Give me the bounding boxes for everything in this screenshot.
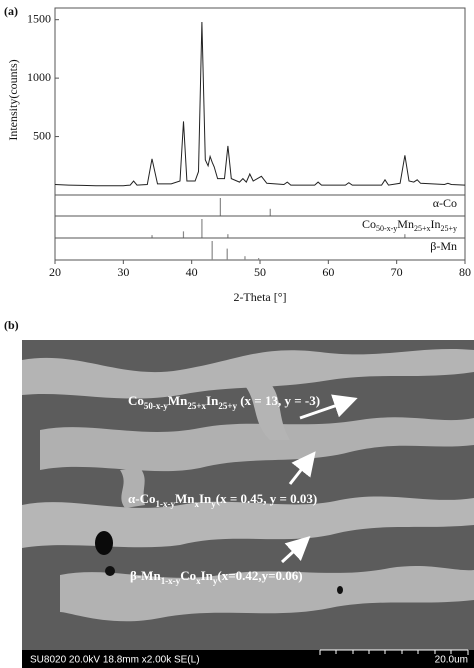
- text-segment: Mn: [397, 217, 414, 231]
- panel-label: (b): [4, 318, 19, 332]
- sem-annotation: Co50-x-yMn25+xIn25+y (x = 13, y = -3): [128, 393, 320, 411]
- text-segment: 25+y: [218, 401, 237, 411]
- text-segment: In: [430, 217, 440, 231]
- sem-annotation: α-Co1-x-yMnxIny(x = 0.45, y = 0.03): [128, 491, 317, 509]
- x-axis-label: 2-Theta [°]: [233, 290, 286, 304]
- reference-strip: [54, 237, 466, 261]
- text-segment: x: [196, 576, 201, 586]
- reference-name: Co50-x-yMn25+xIn25+y: [362, 217, 457, 234]
- text-segment: In: [199, 491, 212, 506]
- y-tick-label: 1000: [27, 70, 51, 84]
- text-segment: (x = 13, y = -3): [237, 393, 320, 408]
- text-segment: α-Co: [128, 491, 155, 506]
- reference-name: β-Mn: [430, 239, 457, 253]
- y-axis-label: Intensity(counts): [6, 59, 20, 140]
- sem-annotation: β-Mn1-x-yCoxIny(x=0.42,y=0.06): [130, 568, 303, 586]
- text-segment: y: [213, 576, 218, 586]
- text-segment: 50-x-y: [376, 224, 397, 233]
- text-segment: Co: [180, 568, 196, 583]
- x-tick-label: 50: [254, 265, 266, 279]
- text-segment: 50-x-y: [144, 401, 168, 411]
- text-segment: (x=0.42,y=0.06): [217, 568, 302, 583]
- text-segment: (x = 0.45, y = 0.03): [216, 491, 317, 506]
- text-segment: β-Mn: [130, 568, 161, 583]
- reference-name: α-Co: [433, 196, 457, 210]
- text-segment: Mn: [168, 393, 188, 408]
- sem-footer: SU8020 20.0kV 18.8mm x2.00k SE(L): [30, 655, 200, 666]
- reference-strip: [54, 194, 466, 217]
- plot-frame: [54, 7, 466, 196]
- text-segment: Mn: [175, 491, 195, 506]
- x-tick-label: 20: [49, 265, 61, 279]
- y-tick-label: 1500: [27, 11, 51, 25]
- x-tick-label: 40: [186, 265, 198, 279]
- sem-image: [22, 340, 474, 668]
- text-segment: In: [201, 568, 214, 583]
- text-segment: 25+x: [187, 401, 206, 411]
- text-segment: x: [194, 499, 199, 509]
- x-tick-label: 70: [391, 265, 403, 279]
- scale-label: 20.0um: [435, 655, 468, 666]
- text-segment: β-Mn: [430, 239, 457, 253]
- panel-label: (a): [4, 4, 18, 18]
- x-tick-label: 80: [459, 265, 471, 279]
- text-segment: 1-x-y: [161, 576, 181, 586]
- text-segment: 25+y: [440, 224, 457, 233]
- text-segment: Co: [362, 217, 376, 231]
- text-segment: α-Co: [433, 196, 457, 210]
- y-tick-label: 500: [33, 128, 51, 142]
- text-segment: In: [206, 393, 219, 408]
- text-segment: 1-x-y: [155, 499, 175, 509]
- text-segment: 25+x: [414, 224, 431, 233]
- text-segment: Co: [128, 393, 144, 408]
- x-tick-label: 30: [117, 265, 129, 279]
- xrd-pattern: [54, 21, 466, 187]
- x-tick-label: 60: [322, 265, 334, 279]
- text-segment: y: [211, 499, 216, 509]
